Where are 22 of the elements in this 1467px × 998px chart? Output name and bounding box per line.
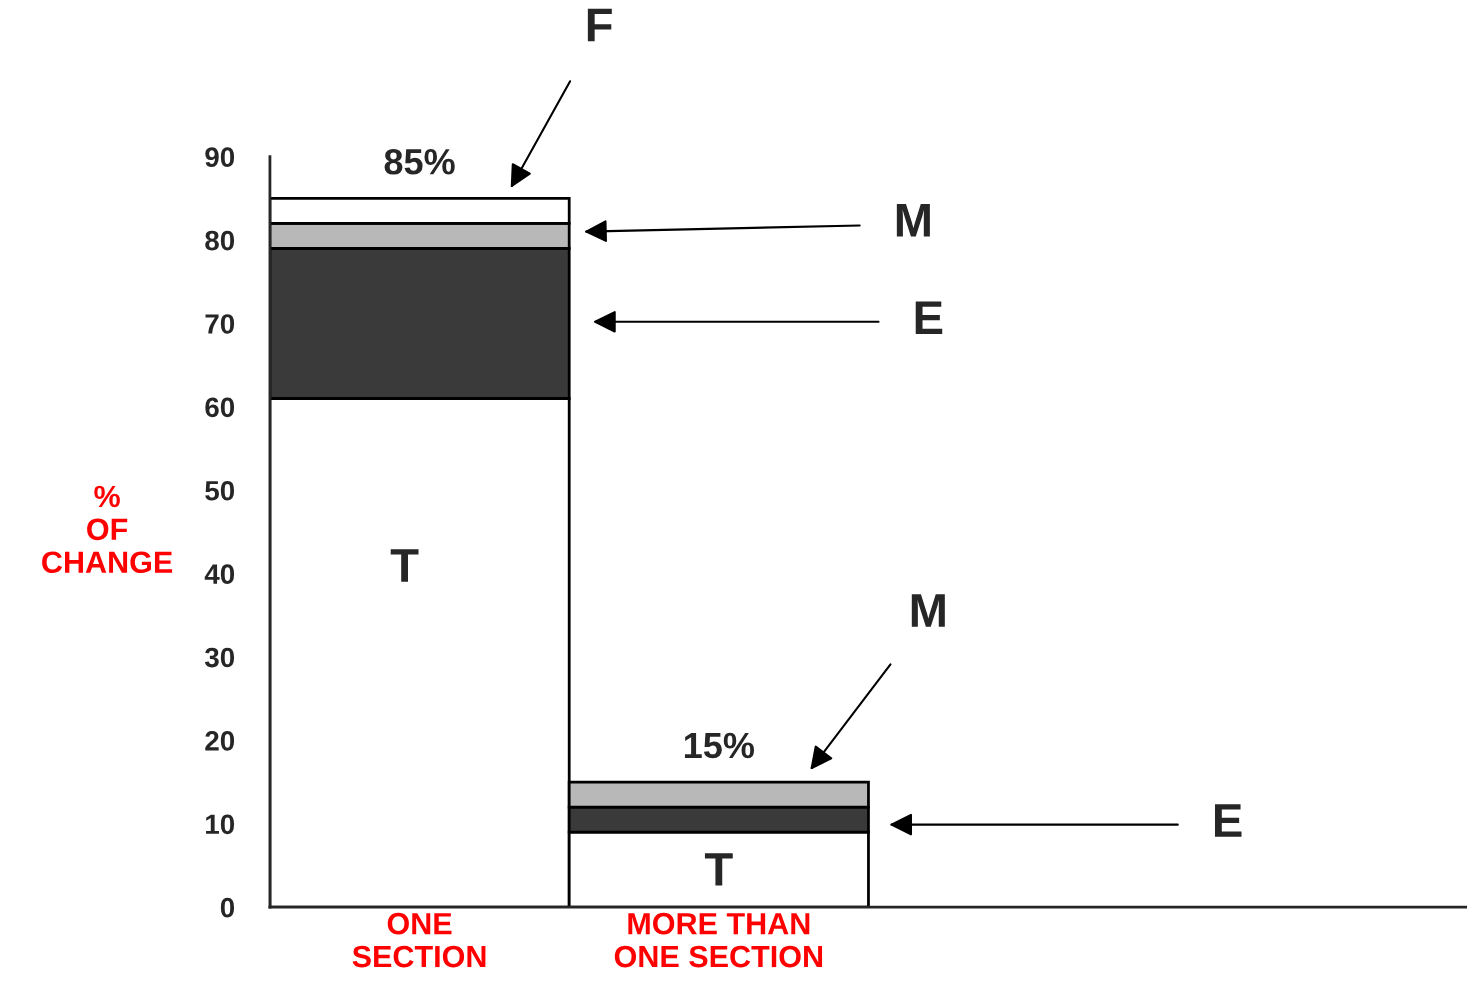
text: M [896, 203, 930, 237]
y-tick-label: 0 [220, 897, 235, 918]
y-tick-label: 30 [204, 647, 235, 668]
text: M [911, 594, 945, 627]
y-tick-label: 20 [205, 731, 235, 751]
text: F [587, 8, 612, 42]
y-tick-label: 70 [205, 314, 235, 334]
y-tick-label: 40 [204, 564, 235, 584]
total-label: 15% [684, 732, 755, 759]
y-tick-label: 90 [205, 147, 235, 168]
annotation: T [390, 549, 419, 582]
y-tick-label: 60 [205, 397, 235, 418]
x-tick-label: ONE SECTION [352, 912, 486, 968]
y-tick-label: 80 [205, 230, 235, 251]
text: E [915, 301, 943, 335]
total-label: 85% [384, 148, 455, 175]
y-tick-label: 10 [206, 814, 235, 835]
annotation: T [704, 853, 733, 886]
text: E [1214, 804, 1242, 837]
y-axis-title: % OF CHANGE [42, 485, 173, 574]
x-tick-label: MORE THAN ONE SECTION [614, 912, 823, 968]
y-tick-label: 50 [205, 480, 235, 501]
